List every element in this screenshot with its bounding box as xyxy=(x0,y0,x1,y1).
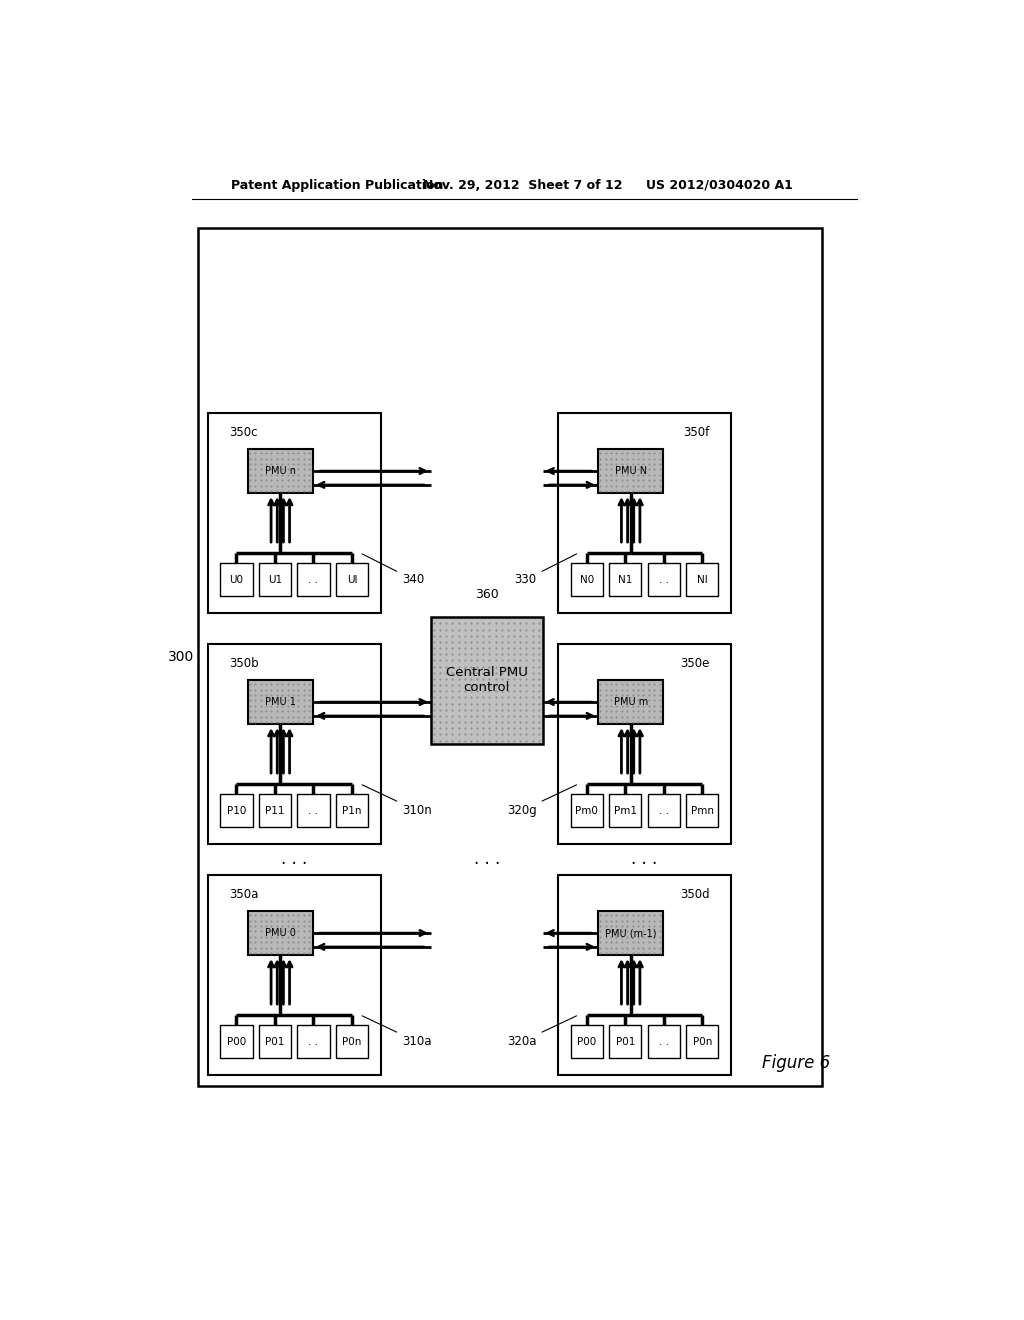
Bar xyxy=(647,564,680,595)
Bar xyxy=(199,228,822,1086)
Text: 350f: 350f xyxy=(683,426,710,440)
Text: PMU 1: PMU 1 xyxy=(265,697,296,708)
Text: PMU (m-1): PMU (m-1) xyxy=(605,928,656,939)
Text: PMU 0: PMU 0 xyxy=(265,928,296,939)
Text: Nov. 29, 2012  Sheet 7 of 12: Nov. 29, 2012 Sheet 7 of 12 xyxy=(423,178,623,191)
Text: P01: P01 xyxy=(615,1036,635,1047)
Text: . .: . . xyxy=(308,805,318,816)
Bar xyxy=(558,412,731,612)
Text: . .: . . xyxy=(658,1036,669,1047)
Text: P0n: P0n xyxy=(692,1036,712,1047)
Text: . . .: . . . xyxy=(632,850,657,869)
Bar xyxy=(570,795,603,826)
Bar xyxy=(248,911,313,956)
Text: Central PMU
control: Central PMU control xyxy=(445,667,527,694)
Text: U0: U0 xyxy=(229,574,244,585)
Text: 350e: 350e xyxy=(680,657,710,671)
Text: P00: P00 xyxy=(226,1036,246,1047)
Text: Figure 6: Figure 6 xyxy=(762,1055,830,1072)
Text: US 2012/0304020 A1: US 2012/0304020 A1 xyxy=(646,178,794,191)
Bar xyxy=(570,1026,603,1057)
Bar xyxy=(598,449,664,494)
Bar xyxy=(208,644,381,843)
Text: U1: U1 xyxy=(268,574,282,585)
Bar xyxy=(297,1026,330,1057)
Text: Pmn: Pmn xyxy=(691,805,714,816)
Bar xyxy=(686,1026,719,1057)
Bar xyxy=(609,795,641,826)
Bar xyxy=(598,680,664,725)
Text: 340: 340 xyxy=(362,554,424,586)
Bar xyxy=(259,564,291,595)
Text: . .: . . xyxy=(658,574,669,585)
Bar xyxy=(336,564,368,595)
Bar xyxy=(609,1026,641,1057)
Bar xyxy=(248,680,313,725)
Text: PMU N: PMU N xyxy=(614,466,647,477)
Bar xyxy=(609,564,641,595)
Bar xyxy=(558,874,731,1074)
Text: P0n: P0n xyxy=(342,1036,361,1047)
Bar xyxy=(686,564,719,595)
Text: 320g: 320g xyxy=(507,785,577,817)
Text: P11: P11 xyxy=(265,805,285,816)
Text: . .: . . xyxy=(308,574,318,585)
Text: 310a: 310a xyxy=(362,1016,431,1048)
Bar xyxy=(220,1026,253,1057)
Bar xyxy=(208,874,381,1074)
Text: Pm0: Pm0 xyxy=(575,805,598,816)
Text: P10: P10 xyxy=(226,805,246,816)
Text: PMU m: PMU m xyxy=(613,697,648,708)
Text: Ul: Ul xyxy=(347,574,357,585)
Bar xyxy=(647,795,680,826)
Text: Patent Application Publication: Patent Application Publication xyxy=(230,178,443,191)
Text: . . .: . . . xyxy=(473,850,500,869)
Bar xyxy=(647,1026,680,1057)
Text: . .: . . xyxy=(308,1036,318,1047)
Bar xyxy=(686,795,719,826)
Bar xyxy=(297,564,330,595)
Text: N1: N1 xyxy=(618,574,633,585)
Text: N0: N0 xyxy=(580,574,594,585)
Text: Nl: Nl xyxy=(697,574,708,585)
Bar xyxy=(220,795,253,826)
Text: 350c: 350c xyxy=(229,426,258,440)
Bar xyxy=(336,795,368,826)
Text: 350b: 350b xyxy=(229,657,259,671)
Text: 320a: 320a xyxy=(507,1016,577,1048)
Bar xyxy=(431,616,543,743)
Text: PMU n: PMU n xyxy=(265,466,296,477)
Bar xyxy=(598,911,664,956)
Text: 350d: 350d xyxy=(680,888,710,902)
Bar xyxy=(220,564,253,595)
Bar xyxy=(259,795,291,826)
Bar xyxy=(558,644,731,843)
Text: . . .: . . . xyxy=(281,850,307,869)
Text: 350a: 350a xyxy=(229,888,258,902)
Bar xyxy=(336,1026,368,1057)
Bar xyxy=(570,564,603,595)
Text: P01: P01 xyxy=(265,1036,285,1047)
Bar xyxy=(259,1026,291,1057)
Bar xyxy=(297,795,330,826)
Text: . .: . . xyxy=(658,805,669,816)
Bar xyxy=(248,449,313,494)
Text: 330: 330 xyxy=(515,554,577,586)
Text: 310n: 310n xyxy=(362,785,432,817)
Text: P00: P00 xyxy=(578,1036,596,1047)
Bar xyxy=(208,412,381,612)
Text: Pm1: Pm1 xyxy=(613,805,637,816)
Text: 360: 360 xyxy=(475,589,499,602)
Text: 300: 300 xyxy=(168,649,195,664)
Text: P1n: P1n xyxy=(342,805,361,816)
